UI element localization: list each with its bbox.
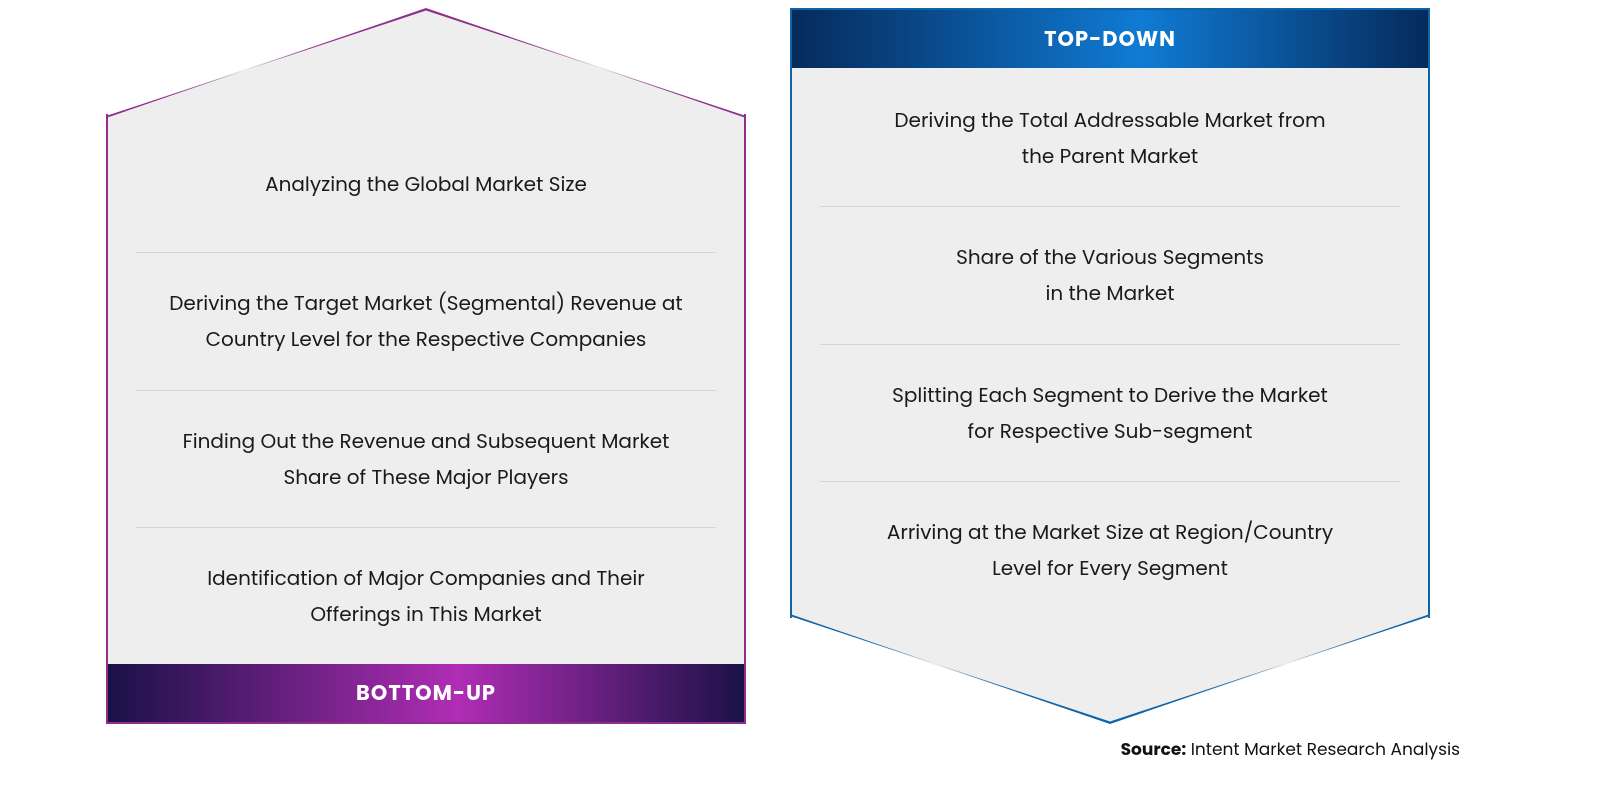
list-item: Analyzing the Global Market Size [136, 116, 716, 253]
list-item: Arriving at the Market Size at Region/Co… [820, 482, 1400, 618]
list-item: Share of the Various Segments in the Mar… [820, 207, 1400, 344]
arrow-up-head-fill [106, 8, 746, 116]
top-down-title-bar: TOP-DOWN [790, 8, 1430, 68]
infographic-canvas: BOTTOM-UP Analyzing the Global Market Si… [0, 0, 1600, 786]
top-down-list: Deriving the Total Addressable Market fr… [790, 70, 1430, 618]
list-item: Splitting Each Segment to Derive the Mar… [820, 345, 1400, 482]
top-down-panel: TOP-DOWN Deriving the Total Addressable … [790, 8, 1430, 724]
bottom-up-title: BOTTOM-UP [356, 678, 496, 709]
source-citation: Source: Intent Market Research Analysis [1121, 736, 1460, 762]
bottom-up-list: Analyzing the Global Market Size Derivin… [106, 116, 746, 664]
list-item: Finding Out the Revenue and Subsequent M… [136, 391, 716, 528]
bottom-up-title-bar: BOTTOM-UP [106, 664, 746, 724]
arrow-down-head-fill [790, 616, 1430, 724]
list-item: Identification of Major Companies and Th… [136, 528, 716, 664]
list-item: Deriving the Total Addressable Market fr… [820, 70, 1400, 207]
source-text: Intent Market Research Analysis [1191, 737, 1460, 761]
top-down-title: TOP-DOWN [1044, 24, 1176, 55]
bottom-up-panel: BOTTOM-UP Analyzing the Global Market Si… [106, 8, 746, 724]
list-item: Deriving the Target Market (Segmental) R… [136, 253, 716, 390]
source-label: Source: [1121, 737, 1187, 761]
